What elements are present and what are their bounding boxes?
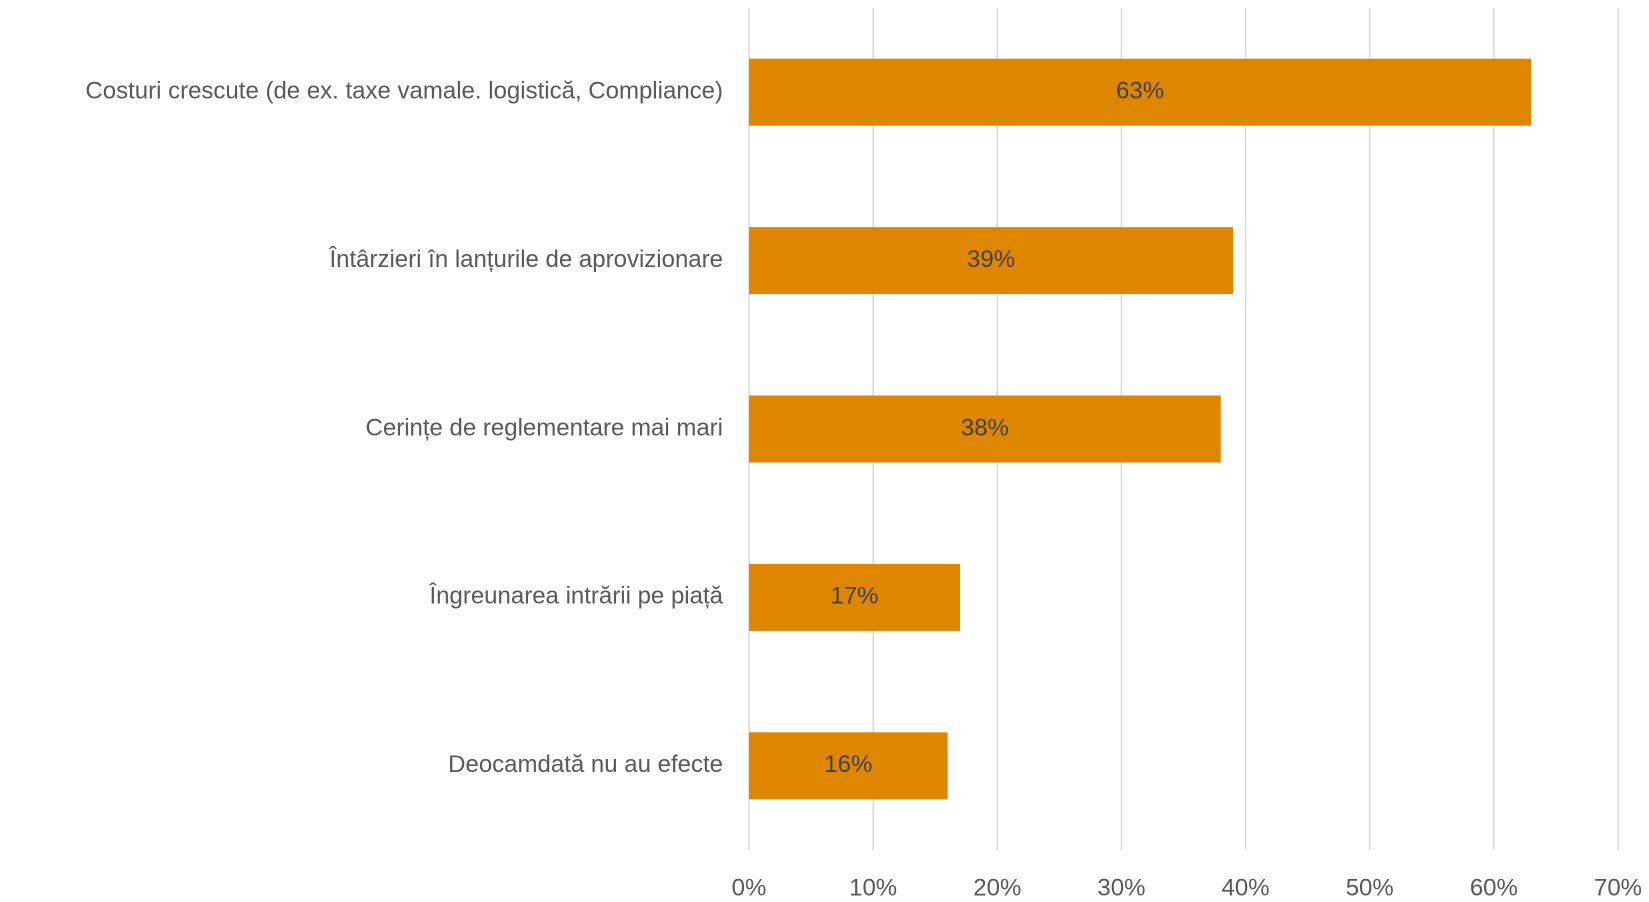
category-label: Deocamdată nu au efecte [448,751,723,778]
category-label: Întârzieri în lanțurile de aprovizionare [328,246,723,273]
bar [749,58,1532,126]
x-tick-label: 30% [1097,874,1145,901]
x-tick-label: 60% [1470,874,1518,901]
x-tick-label: 20% [973,874,1021,901]
value-label: 16% [824,751,872,778]
value-label: 39% [967,246,1015,273]
x-tick-label: 40% [1222,874,1270,901]
value-label: 38% [961,414,1009,441]
x-tick-label: 0% [732,874,767,901]
value-label: 17% [830,583,878,610]
bar [749,732,948,800]
bar [749,395,1221,463]
x-tick-label: 70% [1594,874,1642,901]
value-label: 63% [1116,78,1164,105]
bar [749,227,1234,295]
category-label: Îngreunarea intrării pe piață [428,583,723,610]
category-label: Costuri crescute (de ex. taxe vamale. lo… [85,78,723,105]
x-tick-label: 10% [849,874,897,901]
x-tick-label: 50% [1346,874,1394,901]
bar [749,563,961,631]
category-label: Cerințe de reglementare mai mari [366,414,723,441]
